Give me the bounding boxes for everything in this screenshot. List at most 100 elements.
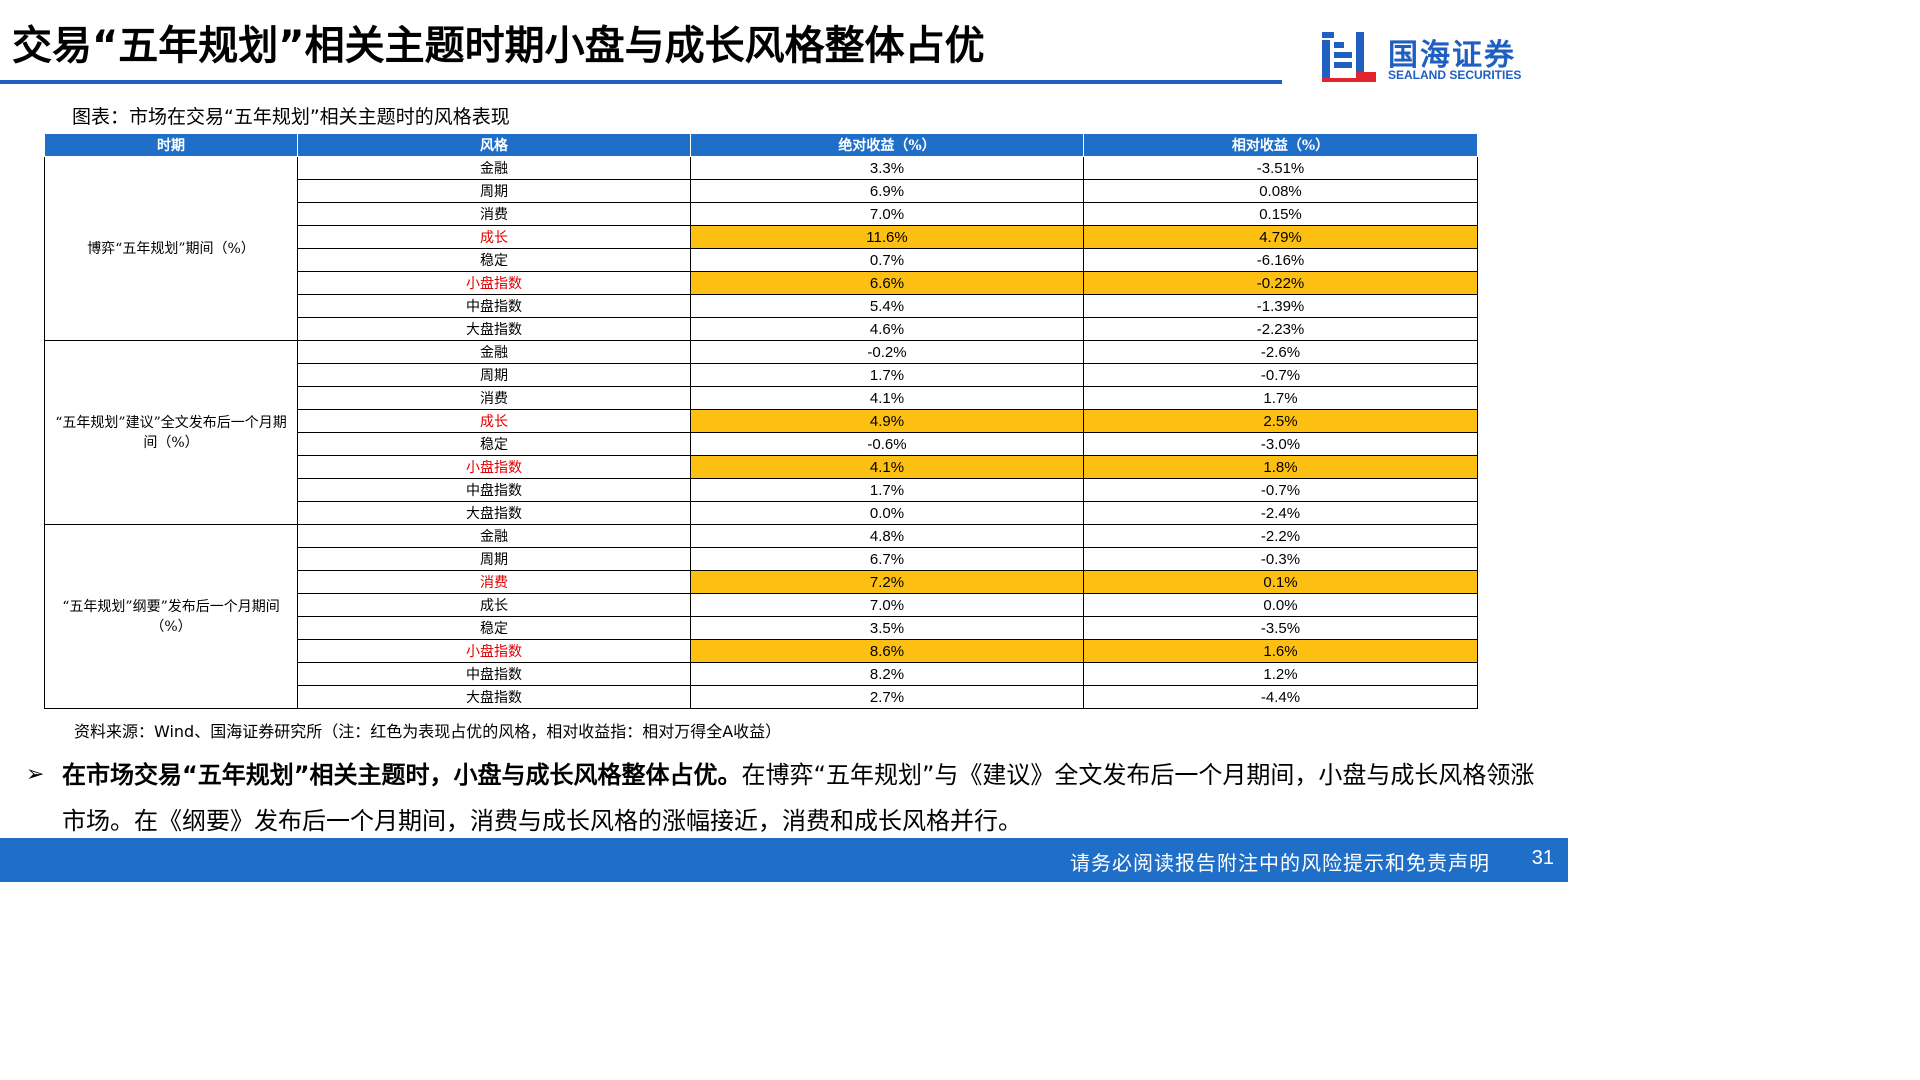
style-cell: 小盘指数 <box>297 271 691 295</box>
absolute-return-cell: 7.0% <box>690 202 1084 226</box>
table-row: 小盘指数 6.6% -0.22% <box>45 271 1478 295</box>
style-performance-table: 时期 风格 绝对收益（%） 相对收益（%） 博弈“五年规划”期间（%） 金融 3.3… <box>44 133 1478 709</box>
absolute-return-cell: 0.0% <box>690 501 1084 525</box>
relative-return-cell: -0.7% <box>1083 478 1478 502</box>
relative-return-cell: -2.6% <box>1083 340 1478 364</box>
style-cell: 大盘指数 <box>297 501 691 525</box>
style-cell: 中盘指数 <box>297 478 691 502</box>
table-header-row: 时期 风格 绝对收益（%） 相对收益（%） <box>44 133 1478 157</box>
absolute-return-cell: 6.7% <box>690 547 1084 571</box>
absolute-return-cell: 8.6% <box>690 639 1084 663</box>
style-cell: 成长 <box>297 225 691 249</box>
footer-disclaimer: 请务必阅读报告附注中的风险提示和免责声明 <box>1070 851 1490 875</box>
absolute-return-cell: 6.9% <box>690 179 1084 203</box>
style-cell: 周期 <box>297 179 691 203</box>
style-cell: 小盘指数 <box>297 639 691 663</box>
sealand-logo-icon <box>1322 32 1376 82</box>
header-style: 风格 <box>297 133 691 157</box>
period-cell: 博弈“五年规划”期间（%） <box>44 156 298 341</box>
style-cell: 成长 <box>297 593 691 617</box>
table-row: 大盘指数 2.7% -4.4% <box>45 685 1478 709</box>
summary-rest: 在博弈“五年规划”与《建议》全文发布后一个月期间，小盘与成长风格领涨市场。在《纲… <box>62 761 1535 835</box>
table-row: 成长 4.9% 2.5% <box>45 409 1478 433</box>
page-title: 交易“五年规划”相关主题时期小盘与成长风格整体占优 <box>12 23 985 69</box>
header-absolute-return: 绝对收益（%） <box>690 133 1084 157</box>
table-row: “五年规划”建议”全文发布后一个月期间（%） 金融 -0.2% -2.6% <box>44 340 1478 525</box>
title-divider <box>0 80 1282 84</box>
table-row: 成长 11.6% 4.79% <box>45 225 1478 249</box>
arrow-bullet-icon: ➢ <box>26 762 45 787</box>
table-row: “五年规划”纲要”发布后一个月期间（%） 金融 4.8% -2.2% <box>44 524 1478 709</box>
relative-return-cell: 1.6% <box>1083 639 1478 663</box>
relative-return-cell: 1.2% <box>1083 662 1478 686</box>
absolute-return-cell: 3.3% <box>690 156 1084 180</box>
absolute-return-cell: 1.7% <box>690 478 1084 502</box>
absolute-return-cell: 5.4% <box>690 294 1084 318</box>
relative-return-cell: 1.8% <box>1083 455 1478 479</box>
table-row: 成长 7.0% 0.0% <box>45 593 1478 617</box>
style-cell: 大盘指数 <box>297 317 691 341</box>
period-cell: “五年规划”纲要”发布后一个月期间（%） <box>44 524 298 709</box>
logo-english-name: SEALAND SECURITIES <box>1388 68 1522 82</box>
style-cell: 消费 <box>297 202 691 226</box>
table-row: 大盘指数 4.6% -2.23% <box>45 317 1478 341</box>
absolute-return-cell: 1.7% <box>690 363 1084 387</box>
absolute-return-cell: 7.2% <box>690 570 1084 594</box>
absolute-return-cell: 6.6% <box>690 271 1084 295</box>
logo-chinese-name: 国海证券 <box>1388 38 1516 73</box>
table-row: 稳定 3.5% -3.5% <box>45 616 1478 640</box>
header-period: 时期 <box>44 133 298 157</box>
relative-return-cell: -0.3% <box>1083 547 1478 571</box>
style-cell: 稳定 <box>297 432 691 456</box>
absolute-return-cell: 4.6% <box>690 317 1084 341</box>
summary-text: 在市场交易“五年规划”相关主题时，小盘与成长风格整体占优。在博弈“五年规划”与《… <box>62 752 1556 844</box>
table-row: 周期 6.9% 0.08% <box>45 179 1478 203</box>
table-row: 中盘指数 1.7% -0.7% <box>45 478 1478 502</box>
page-number: 31 <box>1531 847 1554 869</box>
relative-return-cell: -3.51% <box>1083 156 1478 180</box>
style-cell: 稳定 <box>297 616 691 640</box>
relative-return-cell: -1.39% <box>1083 294 1478 318</box>
table-row: 小盘指数 8.6% 1.6% <box>45 639 1478 663</box>
style-cell: 消费 <box>297 386 691 410</box>
relative-return-cell: 2.5% <box>1083 409 1478 433</box>
absolute-return-cell: 8.2% <box>690 662 1084 686</box>
relative-return-cell: 4.79% <box>1083 225 1478 249</box>
relative-return-cell: 1.7% <box>1083 386 1478 410</box>
absolute-return-cell: 2.7% <box>690 685 1084 709</box>
table-caption: 图表：市场在交易“五年规划”相关主题时的风格表现 <box>72 106 510 128</box>
absolute-return-cell: 11.6% <box>690 225 1084 249</box>
period-cell: “五年规划”建议”全文发布后一个月期间（%） <box>44 340 298 525</box>
header-relative-return: 相对收益（%） <box>1083 133 1478 157</box>
absolute-return-cell: 7.0% <box>690 593 1084 617</box>
table-row: 稳定 -0.6% -3.0% <box>45 432 1478 456</box>
style-cell: 消费 <box>297 570 691 594</box>
summary-bullet: ➢ 在市场交易“五年规划”相关主题时，小盘与成长风格整体占优。在博弈“五年规划”… <box>26 752 1556 844</box>
relative-return-cell: -0.22% <box>1083 271 1478 295</box>
relative-return-cell: -0.7% <box>1083 363 1478 387</box>
style-cell: 大盘指数 <box>297 685 691 709</box>
table-row: 小盘指数 4.1% 1.8% <box>45 455 1478 479</box>
style-cell: 稳定 <box>297 248 691 272</box>
style-cell: 小盘指数 <box>297 455 691 479</box>
style-cell: 成长 <box>297 409 691 433</box>
relative-return-cell: -2.4% <box>1083 501 1478 525</box>
relative-return-cell: -2.2% <box>1083 524 1478 548</box>
relative-return-cell: 0.1% <box>1083 570 1478 594</box>
relative-return-cell: -4.4% <box>1083 685 1478 709</box>
table-row: 中盘指数 8.2% 1.2% <box>45 662 1478 686</box>
table-row: 周期 6.7% -0.3% <box>45 547 1478 571</box>
relative-return-cell: -6.16% <box>1083 248 1478 272</box>
absolute-return-cell: -0.6% <box>690 432 1084 456</box>
relative-return-cell: 0.15% <box>1083 202 1478 226</box>
style-cell: 中盘指数 <box>297 294 691 318</box>
absolute-return-cell: 0.7% <box>690 248 1084 272</box>
summary-bold: 在市场交易“五年规划”相关主题时，小盘与成长风格整体占优。 <box>62 761 742 789</box>
style-cell: 周期 <box>297 547 691 571</box>
absolute-return-cell: 4.1% <box>690 386 1084 410</box>
table-row: 中盘指数 5.4% -1.39% <box>45 294 1478 318</box>
company-logo: 国海证券 SEALAND SECURITIES <box>1318 28 1538 86</box>
style-cell: 金融 <box>297 156 691 180</box>
source-note: 资料来源：Wind、国海证券研究所（注：红色为表现占优的风格，相对收益指：相对万… <box>74 722 782 741</box>
relative-return-cell: 0.0% <box>1083 593 1478 617</box>
